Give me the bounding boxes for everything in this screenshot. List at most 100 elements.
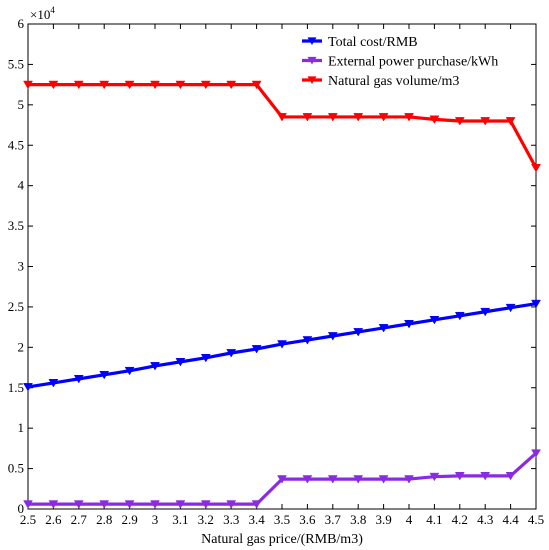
data-point (73, 500, 84, 509)
data-point (505, 303, 516, 313)
data-point (251, 345, 262, 354)
x-tick-label: 3.4 (248, 512, 265, 527)
y-axis-multiplier: ×104 (30, 5, 55, 22)
data-point (327, 332, 338, 341)
data-point (505, 117, 516, 126)
data-point (327, 113, 338, 122)
data-point (48, 80, 59, 90)
legend-marker (307, 56, 317, 65)
legend: Total cost/RMB External power purchase/kW… (302, 35, 498, 89)
y-tick-label: 5 (18, 97, 25, 112)
data-point (353, 475, 364, 484)
x-axis-label: Natural gas price/(RMB/m3) (201, 532, 363, 547)
data-point (99, 500, 110, 509)
data-point (454, 472, 465, 481)
data-point (480, 472, 491, 481)
data-point (48, 379, 59, 388)
x-tick-label: 3.7 (325, 512, 342, 527)
data-point (23, 500, 33, 509)
x-tick-label: 2.6 (45, 512, 62, 527)
legend-item: Natural gas volume/m3 (302, 74, 459, 89)
y-tick-label: 0 (18, 501, 25, 516)
y-tick-label: 4.5 (8, 137, 24, 152)
series-1 (23, 299, 541, 392)
data-point (99, 370, 110, 380)
data-point (404, 113, 414, 122)
data-point (429, 316, 440, 325)
data-point (531, 164, 541, 173)
y-tick-label: 4 (18, 178, 25, 193)
x-tick-label: 4.3 (477, 512, 493, 527)
legend-label: External power purchase/kWh (328, 55, 498, 70)
data-point (480, 307, 491, 317)
data-point (99, 80, 110, 90)
data-point (378, 475, 389, 484)
data-point (302, 113, 313, 122)
data-point (302, 336, 313, 345)
data-point (277, 340, 287, 349)
data-point (505, 472, 516, 481)
x-tick-label: 3 (152, 512, 159, 527)
data-point (73, 375, 84, 384)
data-point (353, 328, 364, 337)
y-multiplier-exponent: 4 (50, 5, 55, 15)
data-point (73, 80, 84, 90)
data-point (226, 500, 237, 509)
x-tick-label: 3.1 (172, 512, 188, 527)
x-tick-label: 4.4 (502, 512, 519, 527)
data-point (454, 311, 465, 321)
legend-item: Total cost/RMB (302, 35, 418, 50)
data-point (226, 349, 237, 358)
data-point (175, 358, 186, 367)
data-point (429, 472, 440, 482)
data-point (404, 320, 414, 329)
data-point (251, 500, 262, 509)
data-point (378, 113, 389, 122)
data-point (277, 113, 287, 122)
data-point (200, 80, 211, 90)
plot-frame (27, 23, 537, 510)
data-point (277, 475, 287, 484)
x-tick-label: 2.5 (20, 512, 36, 527)
data-point (175, 500, 186, 509)
data-point (150, 80, 160, 90)
y-axis: 0 0.5 1 1.5 2 2.5 3 3.5 4 4.5 5 5.5 6 (8, 16, 536, 516)
x-tick-label: 3.2 (198, 512, 214, 527)
y-tick-label: 1.5 (8, 380, 24, 395)
plot-area (27, 23, 537, 510)
y-tick-label: 0.5 (8, 461, 24, 476)
data-point (175, 80, 186, 90)
series-line (28, 83, 538, 169)
legend-label: Total cost/RMB (328, 35, 418, 50)
y-tick-label: 2 (18, 339, 25, 354)
x-tick-label: 2.9 (121, 512, 137, 527)
data-point (378, 324, 389, 333)
legend-marker (307, 76, 317, 85)
data-point (480, 117, 491, 126)
x-axis: 2.5 2.6 2.7 2.8 2.9 3 3.1 3.2 3.3 3.4 3.5 3.6 3.7 3.8… (20, 24, 544, 527)
series-layer (23, 80, 541, 509)
data-point (454, 117, 465, 126)
data-point (200, 353, 211, 363)
data-point (124, 500, 135, 509)
x-tick-label: 3.5 (274, 512, 290, 527)
data-point (251, 80, 262, 90)
y-tick-label: 2.5 (8, 299, 24, 314)
x-tick-label: 4 (406, 512, 413, 527)
data-point (200, 500, 211, 509)
x-tick-label: 2.8 (96, 512, 112, 527)
series-3 (23, 80, 541, 173)
legend-label: Natural gas volume/m3 (328, 74, 459, 89)
data-point (327, 475, 338, 484)
y-tick-label: 5.5 (8, 56, 24, 71)
data-point (23, 383, 33, 392)
data-point (404, 475, 414, 484)
y-tick-label: 1 (18, 420, 25, 435)
x-tick-label: 3.6 (299, 512, 316, 527)
y-multiplier-base: ×10 (30, 7, 50, 22)
x-tick-label: 4.2 (452, 512, 468, 527)
y-tick-label: 6 (18, 16, 25, 31)
data-point (48, 500, 59, 509)
legend-item: External power purchase/kWh (302, 55, 498, 70)
